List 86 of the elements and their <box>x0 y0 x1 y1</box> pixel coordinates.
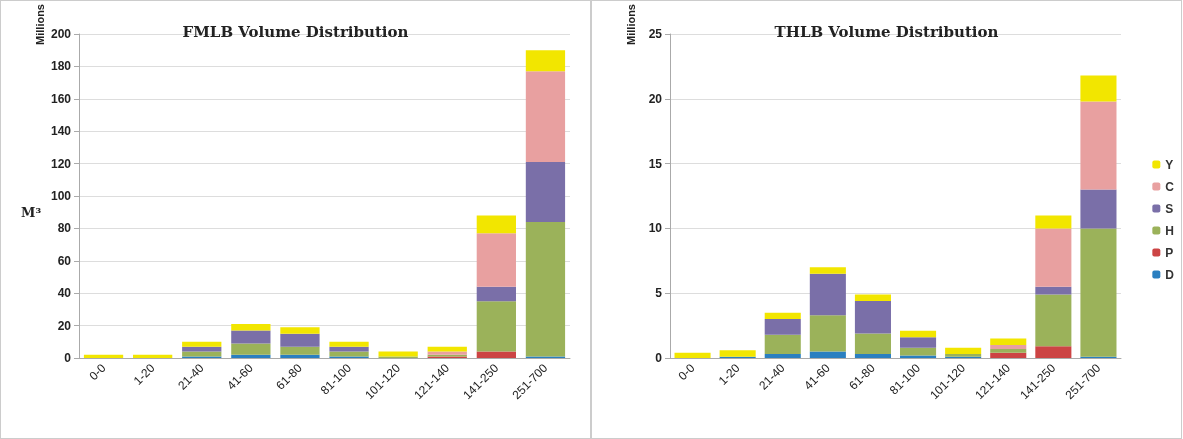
y-tick-label: 20 <box>57 318 72 333</box>
legend-label: S <box>1165 201 1174 216</box>
y-tick-label: 20 <box>648 91 663 106</box>
bar <box>329 341 369 347</box>
y-tick-label: 15 <box>648 156 663 171</box>
bar <box>231 343 271 355</box>
bar <box>525 71 566 162</box>
bar <box>809 315 846 352</box>
bar <box>1080 228 1117 357</box>
y-tick-label: 5 <box>655 286 663 301</box>
legend-label: C <box>1165 179 1175 194</box>
legend-label: H <box>1165 223 1175 238</box>
legend-label: P <box>1165 245 1174 260</box>
bar <box>719 350 756 357</box>
bar <box>854 333 891 355</box>
bar <box>476 233 516 287</box>
bar <box>764 354 801 358</box>
bar <box>809 267 846 274</box>
bar <box>990 338 1027 346</box>
bar <box>427 346 467 352</box>
x-tick-label: 0-0 <box>675 360 698 384</box>
legend-label: D <box>1165 267 1175 282</box>
y-tick-label: 25 <box>648 27 663 41</box>
bar <box>900 337 937 348</box>
bar <box>1035 215 1072 229</box>
y-tick-label: 60 <box>57 253 72 268</box>
bar <box>476 301 516 352</box>
bar <box>280 333 320 347</box>
text: M³ <box>21 205 42 220</box>
bar <box>525 161 566 222</box>
bar <box>900 347 937 356</box>
bar <box>945 347 982 355</box>
bar <box>854 354 891 358</box>
bar <box>133 354 173 358</box>
bar <box>83 354 124 358</box>
bar <box>182 346 222 352</box>
bar <box>231 330 271 344</box>
bar <box>764 312 801 320</box>
y-axis-title: Millions <box>33 4 46 45</box>
bar <box>1035 346 1072 358</box>
chart-title: THLB Volume Distribution <box>774 22 999 41</box>
bar <box>280 327 320 334</box>
y-tick-label: 0 <box>64 351 72 365</box>
bar <box>525 50 566 72</box>
bar <box>280 346 320 355</box>
bar <box>990 345 1027 349</box>
bar <box>764 319 801 335</box>
bar <box>1035 228 1072 287</box>
bar <box>231 323 271 331</box>
y-tick-label: 160 <box>50 91 72 106</box>
y-tick-label: 100 <box>50 189 72 203</box>
bar <box>1080 75 1117 102</box>
bar <box>764 334 801 355</box>
x-tick-label: 0-0 <box>86 360 109 384</box>
bar <box>182 341 222 347</box>
y-tick-label: 180 <box>50 59 72 74</box>
y-axis-title: Millions <box>624 4 637 45</box>
bar <box>329 346 369 352</box>
bar <box>476 351 516 358</box>
bar <box>1080 189 1117 229</box>
y-tick-label: 40 <box>57 286 72 301</box>
bar <box>900 355 937 358</box>
bar <box>1035 294 1072 347</box>
legend-label: Y <box>1165 157 1174 172</box>
bar <box>476 286 516 302</box>
bar <box>525 221 566 357</box>
bar <box>854 300 891 334</box>
y-tick-label: 140 <box>50 124 72 139</box>
bar <box>809 351 846 358</box>
y-tick-label: 10 <box>648 221 663 236</box>
bar <box>990 352 1027 358</box>
bar <box>280 354 320 358</box>
bar <box>231 354 271 358</box>
bar <box>990 348 1027 353</box>
y-tick-label: 200 <box>50 27 72 41</box>
bar <box>900 330 937 338</box>
bar <box>854 294 891 301</box>
bar <box>476 215 516 234</box>
bar <box>809 273 846 316</box>
bar <box>1035 286 1072 295</box>
bar <box>674 352 711 358</box>
y-tick-label: 120 <box>50 156 72 171</box>
y-tick-label: 80 <box>57 221 72 236</box>
y-tick-label: 0 <box>655 351 663 365</box>
chart-title: FMLB Volume Distribution <box>182 22 409 41</box>
bar <box>1080 101 1117 190</box>
